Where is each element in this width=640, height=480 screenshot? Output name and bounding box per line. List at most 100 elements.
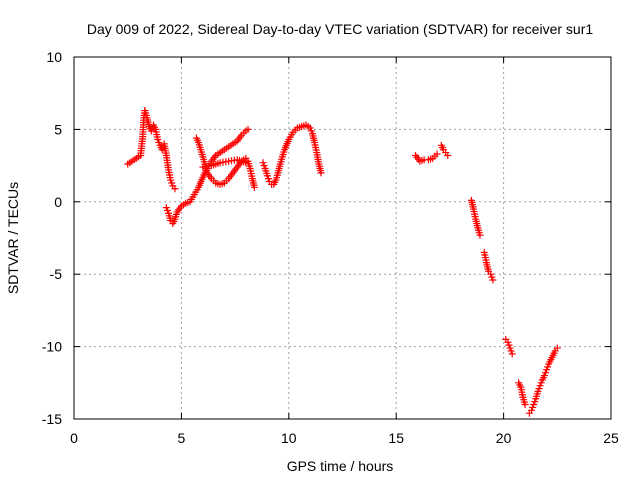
data-point [285,131,296,144]
data-point [250,183,258,191]
y-axis-title: SDTVAR / TECUs [5,182,21,294]
data-point [278,148,288,161]
data-point [132,153,142,162]
data-point [195,138,204,151]
x-tick-label: 15 [388,430,404,446]
data-point [276,155,286,168]
data-point [289,126,299,136]
data-point [137,135,146,159]
data-point [528,403,537,414]
data-points [124,107,561,417]
data-point [261,164,271,177]
data-point [274,162,284,177]
data-point [467,196,477,211]
point-series-segment [515,379,529,409]
data-point [315,160,324,175]
chart-title: Day 009 of 2022, Sidereal Day-to-day VTE… [87,21,593,37]
point-series-segment [199,156,250,171]
y-tick-label: -10 [42,339,62,355]
data-point [207,175,218,185]
y-tick-labels: -15 -10 -5 0 5 10 [42,49,62,427]
data-point [519,393,528,406]
data-point [545,358,554,368]
data-point [124,159,134,168]
data-point [156,141,165,151]
data-point [263,172,272,183]
plot-frame [73,56,612,420]
data-point [238,129,248,139]
data-point [317,169,325,177]
data-point [225,156,238,165]
data-point [158,143,167,154]
data-point [444,151,452,159]
data-point [480,248,490,264]
data-point [199,153,208,166]
data-point [515,379,524,389]
data-point [149,121,159,131]
data-point [216,158,230,167]
data-point [308,130,318,144]
point-series-segment [480,248,497,284]
data-point [173,204,184,216]
data-point [270,178,279,188]
data-point [171,210,180,223]
data-point [293,123,304,132]
data-point [197,146,206,158]
data-point [302,121,312,131]
data-point [549,349,558,359]
data-point [476,231,484,239]
data-point [298,122,308,131]
x-tick-label: 0 [70,430,78,446]
data-point [504,338,513,349]
data-point [145,123,154,133]
data-point [482,259,492,273]
data-point [162,204,171,214]
point-series-segment [502,335,516,358]
data-point [474,224,483,237]
data-point [182,199,192,207]
tick-layer [73,56,612,420]
data-point [508,350,516,358]
y-tick-label: 5 [54,121,62,137]
data-point [540,369,549,380]
data-point [534,385,543,395]
data-point [229,138,239,148]
data-point [244,157,253,170]
data-point [281,138,292,154]
data-point [128,156,138,165]
data-point [306,124,315,135]
data-point [220,144,231,154]
data-point [195,175,206,191]
data-point [470,205,479,221]
y-tick-label: -15 [42,411,62,427]
data-point [165,209,174,222]
data-point [199,162,213,171]
data-point [167,176,176,187]
data-point [216,180,226,188]
data-point [424,155,435,164]
y-tick-label: -5 [50,266,63,282]
data-point [233,159,244,171]
data-point [212,150,222,159]
data-point [165,166,174,182]
x-tick-label: 10 [281,430,297,446]
data-point [311,138,320,154]
data-point [412,151,422,163]
data-point [233,156,248,166]
data-point [543,363,552,374]
data-point [429,152,439,162]
point-series-segment [525,344,561,417]
data-point [190,186,201,199]
y-tick-label: 10 [46,49,62,65]
data-point [530,398,539,409]
data-point [433,150,441,158]
data-point [233,133,244,145]
data-point [536,379,545,390]
data-point [154,136,163,146]
data-point [553,344,561,352]
data-point [538,374,547,384]
point-series-segment [141,107,179,193]
point-series-segment [192,134,258,191]
data-point [225,171,236,183]
